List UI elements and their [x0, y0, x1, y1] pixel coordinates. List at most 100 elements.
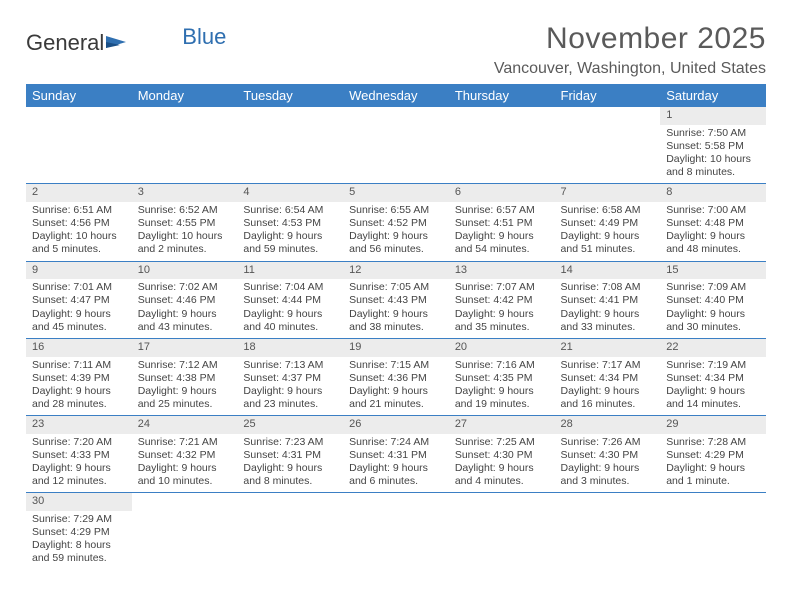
day-number-cell: 26 [343, 416, 449, 434]
day-detail-cell: Sunrise: 6:52 AMSunset: 4:55 PMDaylight:… [132, 202, 238, 261]
logo-text-blue: Blue [182, 24, 226, 50]
weekday-header: Monday [132, 84, 238, 107]
day-detail-cell: Sunrise: 7:20 AMSunset: 4:33 PMDaylight:… [26, 434, 132, 493]
sunset-text: Sunset: 4:51 PM [455, 217, 549, 230]
weekday-header: Wednesday [343, 84, 449, 107]
daylight-text: Daylight: 9 hours and 4 minutes. [455, 462, 549, 488]
day-number-cell [343, 493, 449, 511]
day-detail-cell [660, 511, 766, 570]
location: Vancouver, Washington, United States [494, 60, 766, 78]
sunset-text: Sunset: 4:55 PM [138, 217, 232, 230]
day-number-cell [555, 493, 661, 511]
day-detail-cell: Sunrise: 7:16 AMSunset: 4:35 PMDaylight:… [449, 357, 555, 416]
day-number-cell: 13 [449, 261, 555, 279]
day-number-cell: 12 [343, 261, 449, 279]
day-number-cell [132, 493, 238, 511]
daylight-text: Daylight: 9 hours and 35 minutes. [455, 308, 549, 334]
day-detail-cell: Sunrise: 6:51 AMSunset: 4:56 PMDaylight:… [26, 202, 132, 261]
sunrise-text: Sunrise: 7:29 AM [32, 513, 126, 526]
sunset-text: Sunset: 4:46 PM [138, 294, 232, 307]
day-number-cell [449, 107, 555, 125]
sunrise-text: Sunrise: 7:23 AM [243, 436, 337, 449]
day-number-cell: 22 [660, 338, 766, 356]
sunrise-text: Sunrise: 6:54 AM [243, 204, 337, 217]
daylight-text: Daylight: 9 hours and 51 minutes. [561, 230, 655, 256]
day-number-cell: 19 [343, 338, 449, 356]
sunrise-text: Sunrise: 7:28 AM [666, 436, 760, 449]
daylight-text: Daylight: 9 hours and 19 minutes. [455, 385, 549, 411]
sunrise-text: Sunrise: 7:12 AM [138, 359, 232, 372]
day-detail-cell: Sunrise: 7:07 AMSunset: 4:42 PMDaylight:… [449, 279, 555, 338]
day-detail-cell: Sunrise: 7:17 AMSunset: 4:34 PMDaylight:… [555, 357, 661, 416]
sunset-text: Sunset: 4:29 PM [32, 526, 126, 539]
day-number-cell [132, 107, 238, 125]
sunrise-text: Sunrise: 7:25 AM [455, 436, 549, 449]
weekday-header: Sunday [26, 84, 132, 107]
sunset-text: Sunset: 4:40 PM [666, 294, 760, 307]
day-detail-cell: Sunrise: 7:08 AMSunset: 4:41 PMDaylight:… [555, 279, 661, 338]
sunrise-text: Sunrise: 7:19 AM [666, 359, 760, 372]
sunrise-text: Sunrise: 7:13 AM [243, 359, 337, 372]
sunset-text: Sunset: 4:29 PM [666, 449, 760, 462]
day-detail-cell: Sunrise: 7:00 AMSunset: 4:48 PMDaylight:… [660, 202, 766, 261]
sunrise-text: Sunrise: 7:08 AM [561, 281, 655, 294]
sunrise-text: Sunrise: 7:09 AM [666, 281, 760, 294]
day-detail-cell: Sunrise: 7:02 AMSunset: 4:46 PMDaylight:… [132, 279, 238, 338]
daylight-text: Daylight: 9 hours and 45 minutes. [32, 308, 126, 334]
day-number-cell: 3 [132, 184, 238, 202]
day-detail-cell [343, 511, 449, 570]
sunset-text: Sunset: 4:33 PM [32, 449, 126, 462]
header: General Blue November 2025 Vancouver, Wa… [26, 22, 766, 78]
sunset-text: Sunset: 4:48 PM [666, 217, 760, 230]
day-number-cell: 20 [449, 338, 555, 356]
day-detail-cell [555, 511, 661, 570]
title-block: November 2025 Vancouver, Washington, Uni… [494, 22, 766, 78]
daylight-text: Daylight: 9 hours and 30 minutes. [666, 308, 760, 334]
day-detail-cell: Sunrise: 7:21 AMSunset: 4:32 PMDaylight:… [132, 434, 238, 493]
sunset-text: Sunset: 4:41 PM [561, 294, 655, 307]
daylight-text: Daylight: 9 hours and 6 minutes. [349, 462, 443, 488]
weekday-header: Saturday [660, 84, 766, 107]
sunset-text: Sunset: 4:31 PM [243, 449, 337, 462]
day-detail-cell: Sunrise: 7:28 AMSunset: 4:29 PMDaylight:… [660, 434, 766, 493]
sunset-text: Sunset: 4:31 PM [349, 449, 443, 462]
calendar-table: SundayMondayTuesdayWednesdayThursdayFrid… [26, 84, 766, 570]
sunrise-text: Sunrise: 7:02 AM [138, 281, 232, 294]
day-detail-cell: Sunrise: 7:04 AMSunset: 4:44 PMDaylight:… [237, 279, 343, 338]
sunset-text: Sunset: 4:34 PM [561, 372, 655, 385]
day-number-cell: 29 [660, 416, 766, 434]
logo-text-general: General [26, 30, 104, 56]
sunset-text: Sunset: 4:42 PM [455, 294, 549, 307]
day-detail-cell: Sunrise: 7:19 AMSunset: 4:34 PMDaylight:… [660, 357, 766, 416]
day-detail-cell: Sunrise: 6:57 AMSunset: 4:51 PMDaylight:… [449, 202, 555, 261]
day-number-cell: 30 [26, 493, 132, 511]
day-detail-cell: Sunrise: 7:26 AMSunset: 4:30 PMDaylight:… [555, 434, 661, 493]
sunrise-text: Sunrise: 7:07 AM [455, 281, 549, 294]
sunset-text: Sunset: 4:49 PM [561, 217, 655, 230]
daylight-text: Daylight: 9 hours and 14 minutes. [666, 385, 760, 411]
sunrise-text: Sunrise: 6:52 AM [138, 204, 232, 217]
detail-row: Sunrise: 7:20 AMSunset: 4:33 PMDaylight:… [26, 434, 766, 493]
sunset-text: Sunset: 4:36 PM [349, 372, 443, 385]
daynum-row: 9101112131415 [26, 261, 766, 279]
sunset-text: Sunset: 4:56 PM [32, 217, 126, 230]
detail-row: Sunrise: 6:51 AMSunset: 4:56 PMDaylight:… [26, 202, 766, 261]
day-detail-cell: Sunrise: 7:09 AMSunset: 4:40 PMDaylight:… [660, 279, 766, 338]
day-detail-cell: Sunrise: 7:24 AMSunset: 4:31 PMDaylight:… [343, 434, 449, 493]
day-detail-cell [132, 125, 238, 184]
day-number-cell: 8 [660, 184, 766, 202]
daylight-text: Daylight: 9 hours and 38 minutes. [349, 308, 443, 334]
daylight-text: Daylight: 9 hours and 33 minutes. [561, 308, 655, 334]
day-detail-cell: Sunrise: 6:58 AMSunset: 4:49 PMDaylight:… [555, 202, 661, 261]
detail-row: Sunrise: 7:11 AMSunset: 4:39 PM Daylight:… [26, 357, 766, 416]
day-number-cell: 23 [26, 416, 132, 434]
daylight-text: Daylight: 9 hours and 3 minutes. [561, 462, 655, 488]
sunrise-text: Sunrise: 7:11 AM [32, 359, 126, 372]
detail-row: Sunrise: 7:01 AMSunset: 4:47 PMDaylight:… [26, 279, 766, 338]
sunrise-text: Sunrise: 7:15 AM [349, 359, 443, 372]
day-detail-cell: Sunrise: 7:12 AMSunset: 4:38 PMDaylight:… [132, 357, 238, 416]
day-number-cell: 15 [660, 261, 766, 279]
day-number-cell [237, 493, 343, 511]
sunset-text: Sunset: 4:39 PM [32, 372, 126, 385]
day-detail-cell: Sunrise: 7:23 AMSunset: 4:31 PMDaylight:… [237, 434, 343, 493]
